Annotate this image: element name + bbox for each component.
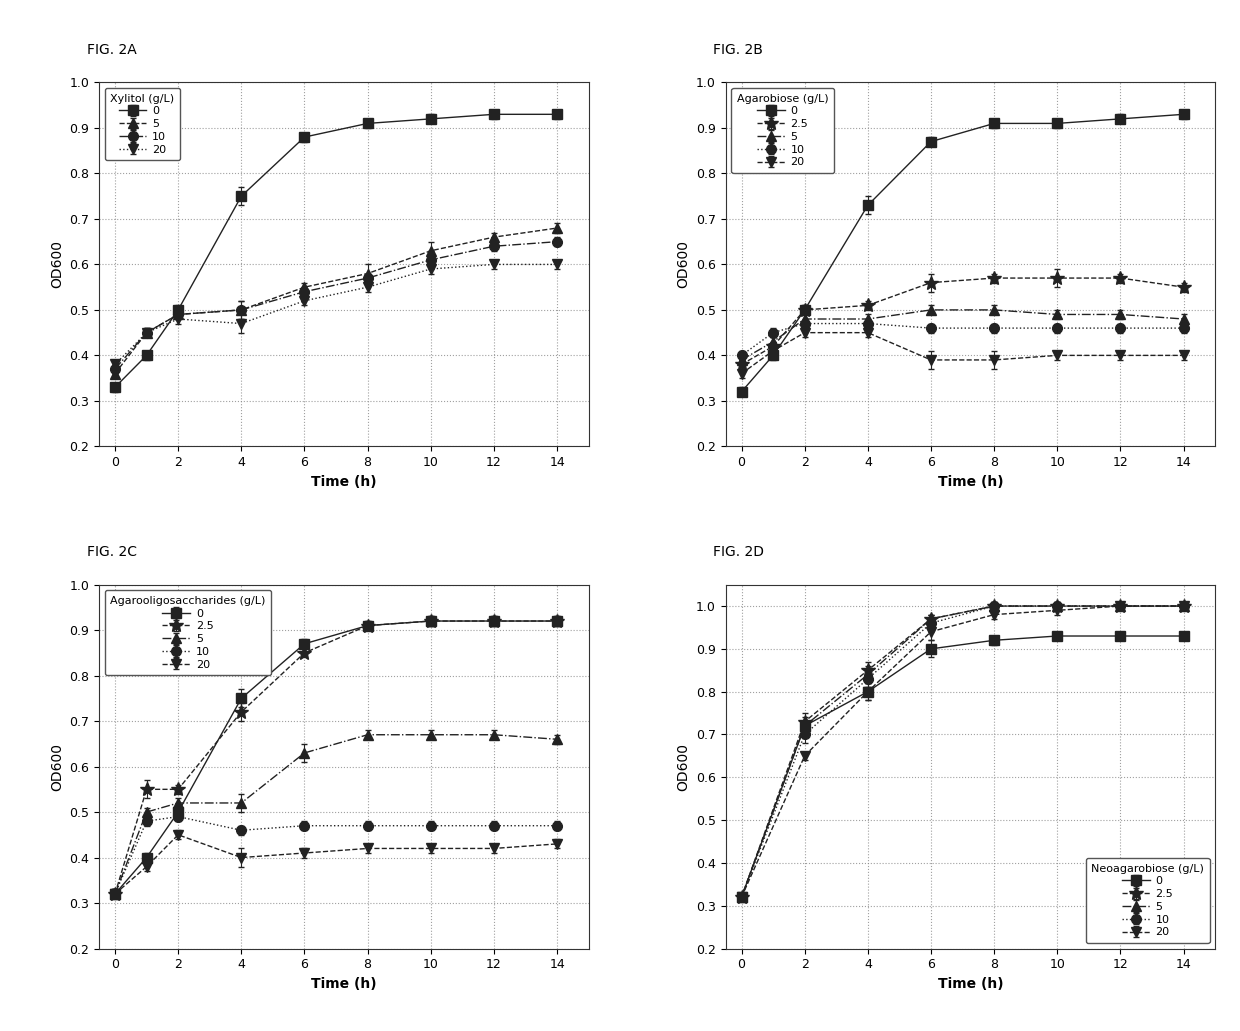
X-axis label: Time (h): Time (h) bbox=[311, 474, 377, 489]
Y-axis label: OD600: OD600 bbox=[50, 240, 64, 289]
Y-axis label: OD600: OD600 bbox=[677, 742, 691, 791]
Legend: 0, 5, 10, 20: 0, 5, 10, 20 bbox=[104, 88, 180, 160]
Text: FIG. 2D: FIG. 2D bbox=[713, 544, 764, 559]
Y-axis label: OD600: OD600 bbox=[677, 240, 691, 289]
X-axis label: Time (h): Time (h) bbox=[937, 976, 1003, 991]
Legend: 0, 2.5, 5, 10, 20: 0, 2.5, 5, 10, 20 bbox=[104, 590, 272, 675]
Y-axis label: OD600: OD600 bbox=[50, 742, 64, 791]
Text: FIG. 2C: FIG. 2C bbox=[87, 544, 136, 559]
Legend: 0, 2.5, 5, 10, 20: 0, 2.5, 5, 10, 20 bbox=[732, 88, 835, 173]
Text: FIG. 2A: FIG. 2A bbox=[87, 42, 136, 57]
Legend: 0, 2.5, 5, 10, 20: 0, 2.5, 5, 10, 20 bbox=[1086, 858, 1210, 943]
Text: FIG. 2B: FIG. 2B bbox=[713, 42, 763, 57]
X-axis label: Time (h): Time (h) bbox=[311, 976, 377, 991]
X-axis label: Time (h): Time (h) bbox=[937, 474, 1003, 489]
